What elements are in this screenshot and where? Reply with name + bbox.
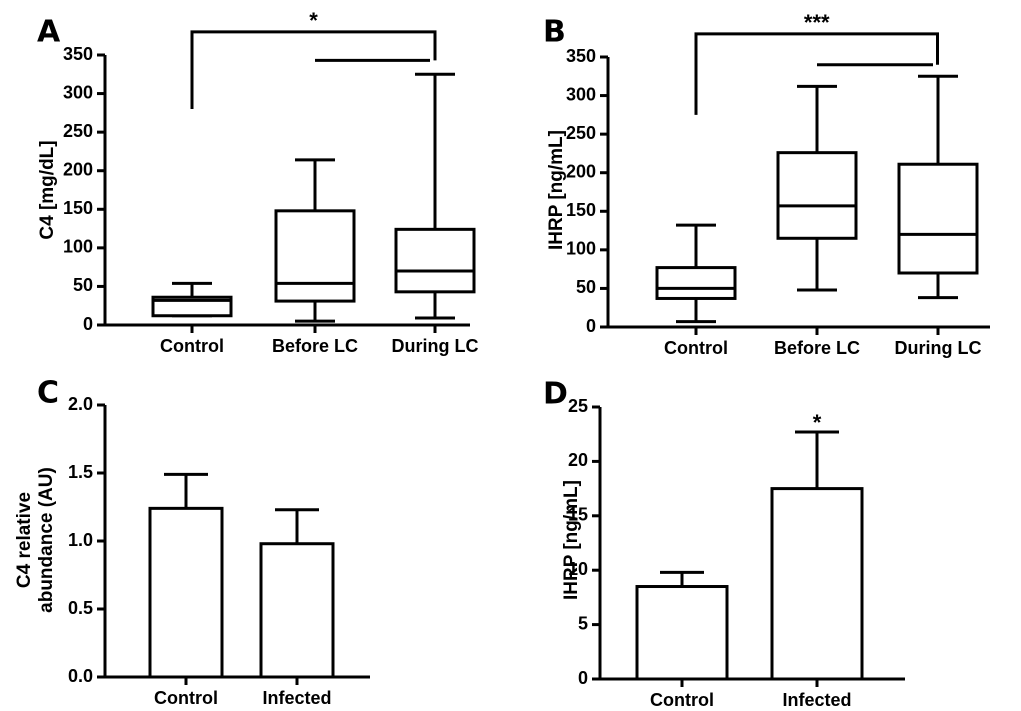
- x-tick-label: Infected: [782, 690, 851, 710]
- panel-d: D 0 5 10 15 20 25 Control Infected IHRP [ng/mL] *: [543, 377, 905, 710]
- box-iqr: [394, 227, 476, 294]
- box-iqr: [151, 295, 233, 318]
- y-tick-label: 250: [63, 121, 93, 141]
- y-tick-label: 300: [63, 82, 93, 102]
- y-tick-label: 20: [568, 450, 588, 470]
- y-axis-title-line: abundance (AU): [36, 467, 57, 613]
- y-tick-label: 5: [578, 613, 588, 633]
- y-tick-label: 15: [568, 505, 588, 525]
- box-iqr: [897, 162, 979, 275]
- y-tick-label: 150: [566, 200, 596, 220]
- panel-c: C 0.0 0.5 1.0 1.5 2.0 Control Infected C4 relati…: [14, 376, 370, 708]
- y-tick-label: 10: [568, 559, 588, 579]
- x-tick-label: Infected: [262, 688, 331, 708]
- bar: [635, 585, 729, 681]
- y-tick-label: 2.0: [68, 394, 93, 414]
- y-tick-label: 50: [576, 277, 596, 297]
- y-tick-label: 0: [586, 316, 596, 336]
- panel-letter-c: C: [37, 376, 59, 411]
- x-tick-label: Control: [154, 688, 218, 708]
- y-tick-label: 0.0: [68, 666, 93, 686]
- x-tick-label: Control: [160, 336, 224, 356]
- significance-label: ***: [804, 10, 830, 35]
- box-iqr: [655, 266, 737, 300]
- y-tick-label: 250: [566, 123, 596, 143]
- y-axis-title: C4 relativeabundance (AU): [14, 467, 57, 613]
- bar: [770, 487, 864, 681]
- y-tick-label: 150: [63, 198, 93, 218]
- panel-letter-d: D: [543, 377, 568, 412]
- significance-bracket: [190, 30, 437, 109]
- box-iqr: [274, 209, 356, 303]
- x-tick-label: During LC: [895, 338, 982, 358]
- y-tick-label: 1.5: [68, 462, 93, 482]
- y-axis-title-line: C4 relative: [14, 492, 35, 588]
- x-tick-label: Before LC: [774, 338, 860, 358]
- y-tick-label: 200: [63, 159, 93, 179]
- y-tick-label: 100: [63, 237, 93, 257]
- y-tick-label: 350: [566, 46, 596, 66]
- panel-letter-b: B: [543, 15, 566, 50]
- panel-a: A 0 50 100 150 200 250 300 350 Control Before LC Du…: [37, 8, 479, 356]
- y-tick-label: 1.0: [68, 530, 93, 550]
- box-iqr: [776, 151, 858, 240]
- y-tick-label: 350: [63, 44, 93, 64]
- x-tick-label: Before LC: [272, 336, 358, 356]
- y-tick-label: 100: [566, 239, 596, 259]
- y-tick-label: 0: [578, 668, 588, 688]
- y-tick-label: 200: [566, 161, 596, 181]
- y-tick-label: 25: [568, 396, 588, 416]
- x-tick-label: Control: [664, 338, 728, 358]
- significance-label: *: [309, 8, 318, 33]
- bar: [148, 506, 224, 679]
- x-tick-label: Control: [650, 690, 714, 710]
- y-tick-label: 0: [83, 314, 93, 334]
- panel-b: B 0 50 100 150 200 250 300 350 Control Before LC Du…: [543, 10, 990, 358]
- bar: [259, 542, 335, 679]
- y-tick-label: 300: [566, 84, 596, 104]
- y-axis-title: C4 [mg/dL]: [37, 140, 58, 239]
- y-tick-label: 50: [73, 275, 93, 295]
- significance-bracket: [694, 32, 939, 115]
- significance-label: *: [813, 410, 822, 435]
- panel-letter-a: A: [37, 15, 61, 50]
- y-axis-title: IHRP [ng/mL]: [561, 480, 582, 600]
- y-axis-title: IHRP [ng/mL]: [546, 130, 567, 250]
- y-tick-label: 0.5: [68, 598, 93, 618]
- x-tick-label: During LC: [392, 336, 479, 356]
